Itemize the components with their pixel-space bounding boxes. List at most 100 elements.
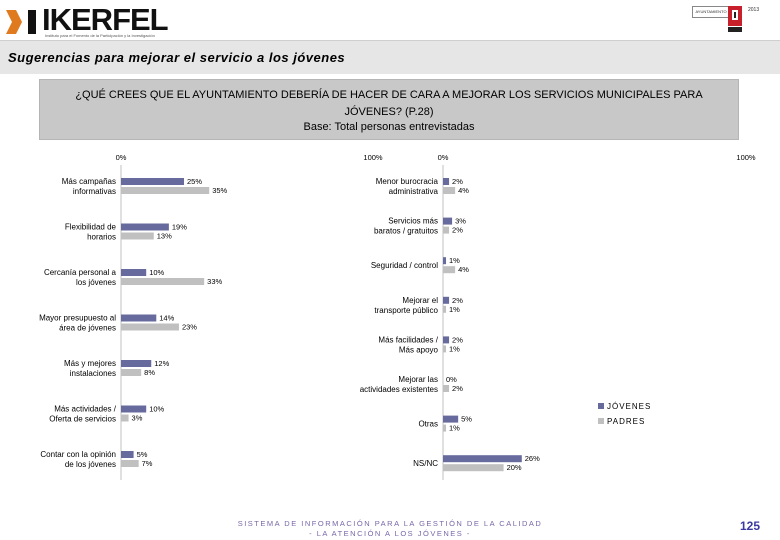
value-label: 2% xyxy=(452,296,463,305)
bar-jovenes xyxy=(121,360,152,367)
category-label: los jóvenes xyxy=(76,278,116,287)
header: IKERFEL Instituto para el Fomento de la … xyxy=(0,0,780,40)
title-bar: Sugerencias para mejorar el servicio a l… xyxy=(0,40,780,74)
bar-jovenes xyxy=(443,178,450,185)
bar-jovenes xyxy=(443,257,447,265)
category-label: Flexibilidad de xyxy=(65,223,117,232)
category-label: Más campañas xyxy=(62,177,116,186)
value-label: 3% xyxy=(455,217,466,226)
category-label: Servicios más xyxy=(388,217,438,226)
value-label: 1% xyxy=(449,424,460,433)
bar-padres xyxy=(443,266,456,274)
category-label: de los jóvenes xyxy=(65,460,116,469)
value-label: 8% xyxy=(144,368,155,377)
value-label: 1% xyxy=(449,256,460,265)
value-label: 1% xyxy=(449,344,460,353)
bar-jovenes xyxy=(443,296,450,304)
crest-year: 2013 xyxy=(748,7,760,13)
category-label: Menor burocracia xyxy=(376,177,439,186)
bar-jovenes xyxy=(443,336,450,344)
category-label: actividades existentes xyxy=(360,385,438,394)
category-label: Más actividades / xyxy=(54,405,117,414)
bar-jovenes xyxy=(121,405,147,413)
legend-label-jovenes: JÓVENES xyxy=(607,402,651,411)
value-label: 3% xyxy=(132,414,143,423)
bar-padres xyxy=(121,369,142,376)
value-label: 14% xyxy=(159,314,174,323)
value-label: 13% xyxy=(157,232,172,241)
value-label: 2% xyxy=(452,384,463,393)
category-label: Más facilidades / xyxy=(378,335,438,344)
value-label: 5% xyxy=(461,415,472,424)
category-label: Seguridad / control xyxy=(371,261,438,270)
value-label: 10% xyxy=(149,268,164,277)
brand-name: IKERFEL xyxy=(42,2,169,37)
category-label: Mejorar el xyxy=(402,296,438,305)
value-label: 12% xyxy=(154,359,169,368)
footer-line-2: - LA ATENCIÓN A LOS JÓVENES - xyxy=(309,529,471,538)
bar-jovenes xyxy=(443,415,459,423)
category-label: Oferta de servicios xyxy=(49,415,116,424)
value-label: 7% xyxy=(142,459,153,468)
value-label: 20% xyxy=(507,463,522,472)
value-label: 19% xyxy=(172,223,187,232)
ikerfel-logo-icon xyxy=(6,10,36,34)
category-label: NS/NC xyxy=(413,459,438,468)
legend-swatch-padres xyxy=(598,418,604,424)
category-label: Mayor presupuesto al xyxy=(39,314,116,323)
value-label: 2% xyxy=(452,177,463,186)
bar-padres xyxy=(121,460,139,467)
bar-padres xyxy=(121,232,154,240)
legend-label-padres: PADRES xyxy=(607,417,645,426)
bar-padres xyxy=(443,464,504,472)
bar-padres xyxy=(443,187,456,194)
page-number: 125 xyxy=(740,519,761,533)
value-label: 5% xyxy=(137,450,148,459)
question-line-1: ¿QUÉ CREES QUE EL AYUNTAMIENTO DEBERÍA D… xyxy=(75,89,703,101)
value-label: 35% xyxy=(212,186,227,195)
category-label: baratos / gratuitos xyxy=(374,227,438,236)
category-label: instalaciones xyxy=(70,369,116,378)
municipal-crest-icon xyxy=(728,6,742,32)
axis-min-label: 0% xyxy=(116,153,127,162)
axis-max-label: 100% xyxy=(736,153,756,162)
question-base: Base: Total personas entrevistadas xyxy=(303,121,475,133)
brand-subtitle: Instituto para el Fomento de la Particip… xyxy=(45,33,155,38)
axis-min-label: 0% xyxy=(438,153,449,162)
value-label: 33% xyxy=(207,277,222,286)
crest-label: AYUNTAMIENTO xyxy=(692,6,730,18)
value-label: 2% xyxy=(452,226,463,235)
footer-line-1: SISTEMA DE INFORMACIÓN PARA LA GESTIÓN D… xyxy=(237,519,543,528)
bar-jovenes xyxy=(121,223,169,231)
bar-padres xyxy=(121,414,129,422)
category-label: transporte público xyxy=(374,306,438,315)
question-text: ¿QUÉ CREES QUE EL AYUNTAMIENTO DEBERÍA D… xyxy=(40,87,738,121)
category-label: Cercanía personal a xyxy=(44,268,117,277)
value-label: 2% xyxy=(452,335,463,344)
category-label: Otras xyxy=(418,420,438,429)
bar-padres xyxy=(443,345,447,353)
bar-padres xyxy=(443,424,447,432)
value-label: 1% xyxy=(449,305,460,314)
value-label: 23% xyxy=(182,323,197,332)
value-label: 26% xyxy=(525,454,540,463)
category-label: informativas xyxy=(73,187,116,196)
bar-padres xyxy=(121,278,205,285)
bar-padres xyxy=(121,323,179,331)
question-box: ¿QUÉ CREES QUE EL AYUNTAMIENTO DEBERÍA D… xyxy=(39,79,739,140)
bar-jovenes xyxy=(121,314,157,322)
page-title: Sugerencias para mejorar el servicio a l… xyxy=(8,50,346,65)
value-label: 25% xyxy=(187,177,202,186)
value-label: 10% xyxy=(149,405,164,414)
category-label: área de jóvenes xyxy=(59,324,116,333)
category-label: Más y mejores xyxy=(64,359,116,368)
value-label: 0% xyxy=(446,375,457,384)
legend-swatch-jovenes xyxy=(598,403,604,409)
bar-padres xyxy=(443,385,450,392)
category-label: Más apoyo xyxy=(399,345,439,354)
bar-jovenes xyxy=(443,455,522,463)
question-line-2: JÓVENES? (P.28) xyxy=(344,106,434,118)
category-label: Mejorar las xyxy=(398,375,438,384)
category-label: horarios xyxy=(87,233,116,242)
